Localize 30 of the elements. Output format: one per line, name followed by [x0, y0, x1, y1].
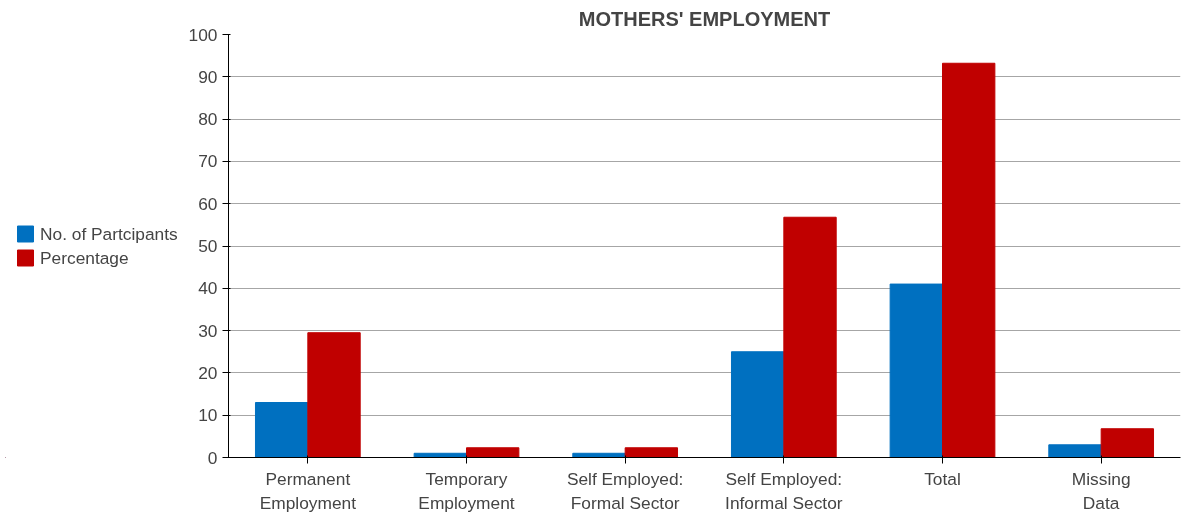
- bar: [624, 447, 679, 458]
- bar: [466, 447, 520, 458]
- x-tick-label: Missing Data: [1071, 468, 1131, 513]
- bar: [889, 283, 943, 458]
- bar: [783, 216, 837, 458]
- x-tick-label: Temporary Employment: [418, 468, 515, 513]
- x-tick-label: Total: [924, 468, 961, 489]
- y-tick-label: 70: [198, 151, 218, 172]
- bar: [254, 402, 309, 458]
- bar: [1048, 444, 1102, 458]
- bar: [730, 351, 785, 458]
- x-tick-label: Self Employed: Formal Sector: [566, 468, 684, 513]
- y-tick-label: 50: [198, 236, 218, 256]
- y-tick-label: 90: [198, 66, 218, 87]
- legend-label: No. of Partcipants: [40, 223, 178, 244]
- x-tick-label: Permanent Employment: [259, 468, 357, 513]
- bar: [1100, 428, 1155, 458]
- legend-label: Percentage: [40, 247, 129, 268]
- y-tick-label: 100: [188, 24, 218, 45]
- y-tick-label: 10: [198, 405, 218, 426]
- y-tick-label: 40: [198, 278, 218, 299]
- y-tick-label: 80: [198, 109, 218, 130]
- bar: [942, 62, 996, 458]
- bar: [307, 332, 361, 458]
- y-tick-label: 60: [198, 193, 218, 214]
- y-tick-label: 20: [198, 362, 218, 383]
- y-tick-label: 0: [207, 447, 218, 468]
- x-tick-label: Self Employed: Informal Sector: [725, 468, 843, 513]
- y-tick-label: 30: [198, 320, 218, 341]
- chart-title: MOTHERS' EMPLOYMENT: [578, 7, 831, 30]
